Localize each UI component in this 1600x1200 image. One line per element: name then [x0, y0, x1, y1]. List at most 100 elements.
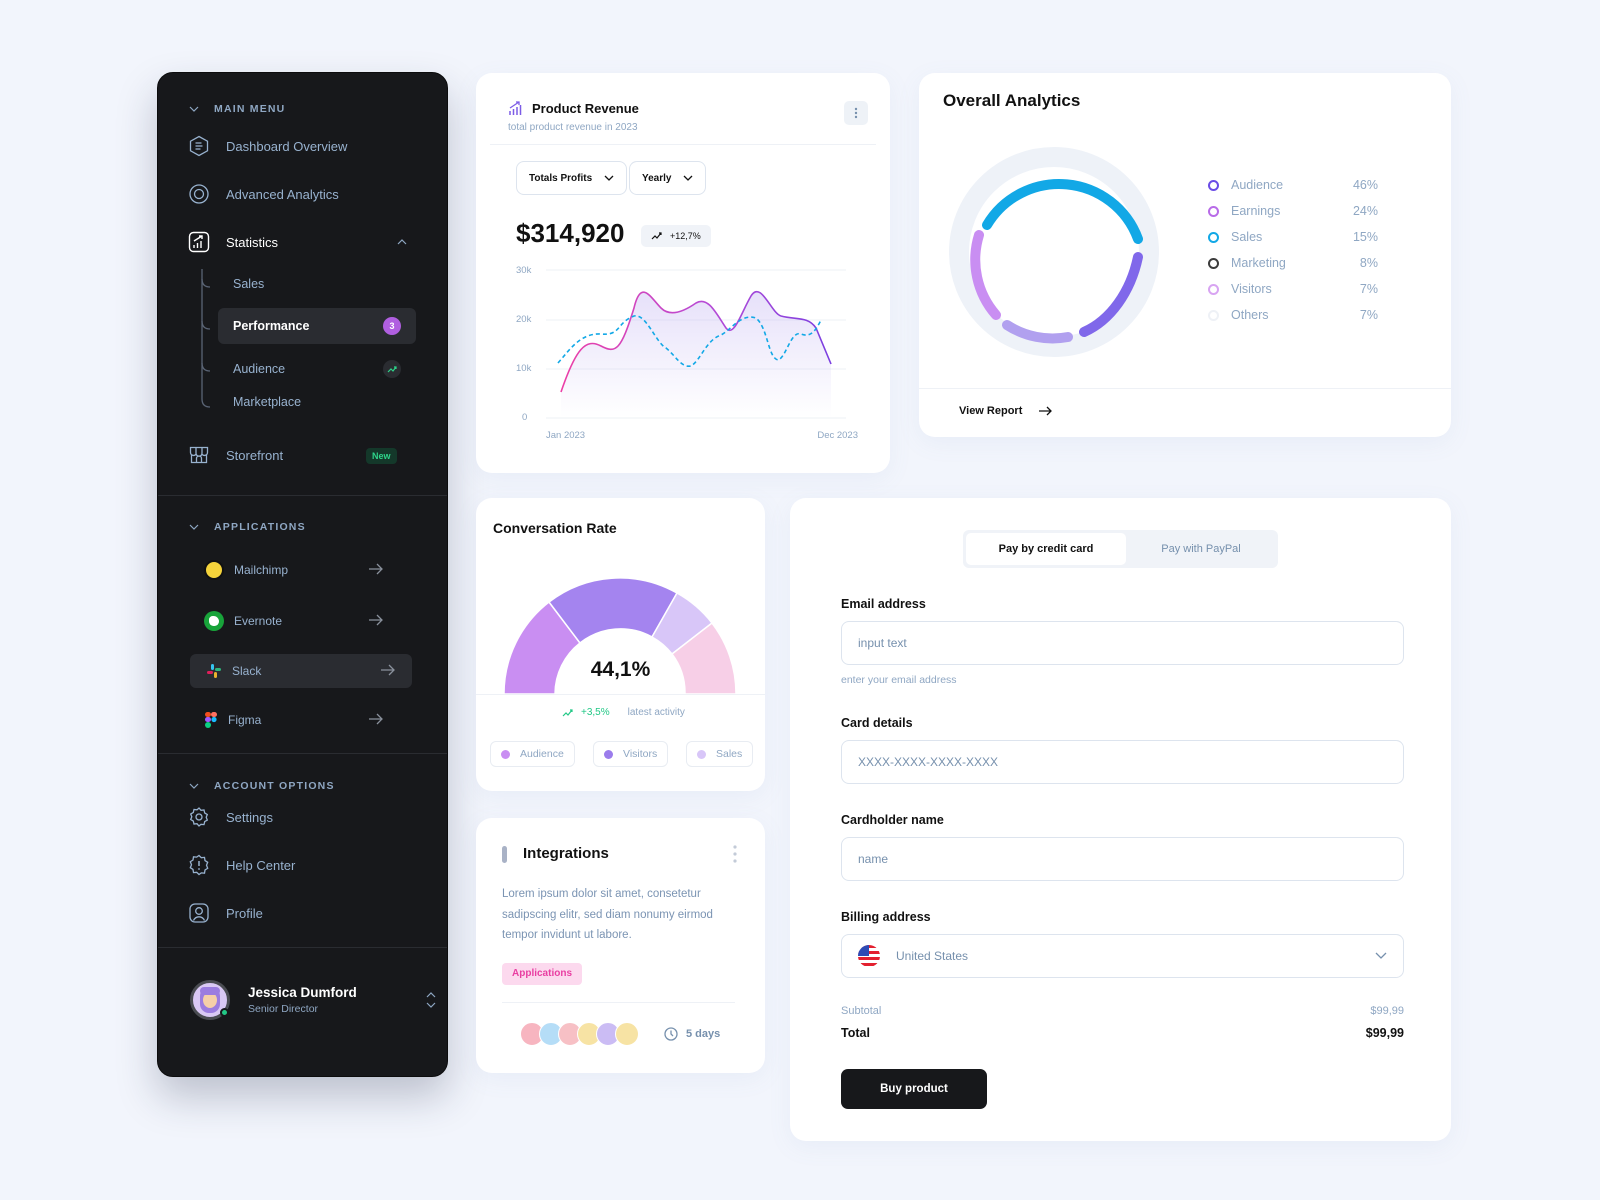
country-value: United States	[896, 949, 969, 963]
trend-up-icon	[562, 708, 573, 716]
tab-credit-card[interactable]: Pay by credit card	[966, 533, 1126, 565]
conversation-value: 44,1%	[590, 658, 651, 681]
divider	[476, 694, 765, 695]
nav-label: Settings	[226, 809, 273, 825]
kebab-menu-icon[interactable]	[733, 845, 737, 863]
chevron-down-icon	[604, 175, 614, 181]
dropdown-value: Totals Profits	[529, 172, 593, 184]
analytics-ring-chart	[949, 147, 1159, 357]
more-options-button[interactable]	[844, 101, 868, 125]
legend-label: Sales	[1231, 230, 1263, 244]
email-field[interactable]: input text	[841, 621, 1404, 665]
nav-label: Advanced Analytics	[226, 186, 339, 202]
chip-visitors[interactable]: Visitors	[593, 741, 669, 767]
online-status-dot	[220, 1008, 229, 1017]
nav-settings[interactable]: Settings	[188, 806, 428, 828]
dot-icon	[697, 749, 706, 759]
y-tick: 20k	[516, 314, 532, 325]
change-label: latest activity	[627, 707, 685, 718]
nav-help-center[interactable]: Help Center	[188, 854, 428, 876]
applications-header[interactable]: APPLICATIONS	[188, 521, 306, 533]
legend-pct: 46%	[1352, 178, 1378, 192]
total-label: Total	[841, 1026, 870, 1040]
divider	[158, 753, 447, 754]
legend-label: Audience	[1231, 178, 1284, 192]
document-hexagon-icon	[189, 135, 209, 157]
view-report-label: View Report	[959, 405, 1023, 417]
sub-nav-sales[interactable]: Sales	[233, 277, 265, 291]
account-options-header[interactable]: ACCOUNT OPTIONS	[188, 780, 335, 792]
card-number-field[interactable]: XXXX-XXXX-XXXX-XXXX	[841, 740, 1404, 784]
nav-label: Dashboard Overview	[226, 138, 348, 154]
revenue-amount: $314,920	[516, 218, 625, 248]
divider	[158, 495, 447, 496]
nav-profile[interactable]: Profile	[188, 902, 428, 924]
card-label: Card details	[841, 716, 913, 730]
legend-circle-icon	[1208, 309, 1219, 321]
card-title: Product Revenue	[532, 101, 639, 116]
divider	[490, 144, 876, 145]
app-figma[interactable]: Figma	[190, 703, 400, 737]
chevron-up-icon[interactable]	[396, 236, 408, 248]
growth-chart-icon	[509, 101, 522, 115]
legend-circle-icon	[1208, 231, 1219, 243]
sub-nav-marketplace[interactable]: Marketplace	[233, 395, 302, 409]
view-report-link[interactable]: View Report	[959, 405, 1053, 417]
legend-label: Marketing	[1231, 256, 1286, 270]
app-mailchimp[interactable]: Mailchimp	[190, 553, 400, 587]
chevron-down-icon	[684, 175, 693, 181]
subtotal-label: Subtotal	[841, 1005, 882, 1017]
chip-sales[interactable]: Sales	[686, 741, 754, 767]
app-label: Figma	[228, 713, 262, 727]
payment-card: Pay by credit card Pay with PayPal	[790, 498, 1451, 1141]
duration-value: 5 days	[686, 1028, 721, 1040]
country-select[interactable]: United States	[841, 934, 1404, 978]
nav-advanced-analytics[interactable]: Advanced Analytics	[188, 183, 428, 205]
user-profile-row[interactable]: Jessica Dumford Senior Director	[190, 980, 437, 1020]
member-avatars[interactable]	[520, 1022, 639, 1046]
app-evernote[interactable]: Evernote	[190, 604, 400, 638]
metric-dropdown[interactable]: Totals Profits	[516, 161, 628, 195]
chevron-up-down-icon[interactable]	[425, 989, 437, 1011]
section-title: APPLICATIONS	[214, 521, 306, 533]
nav-storefront[interactable]: Storefront	[188, 444, 428, 466]
divider	[158, 947, 447, 948]
total-value: $99,99	[1365, 1026, 1404, 1040]
evernote-icon	[204, 611, 224, 631]
duration: 5 days	[664, 1027, 720, 1041]
legend-label: Visitors	[1231, 282, 1272, 296]
app-label: Mailchimp	[234, 563, 289, 577]
change-value: +12,7%	[670, 231, 701, 241]
app-slack[interactable]: Slack	[190, 654, 412, 688]
legend-earnings: Earnings 24%	[1208, 204, 1378, 218]
name-placeholder: name	[858, 852, 889, 866]
trend-up-icon	[651, 232, 662, 240]
product-revenue-card: Product Revenue total product revenue in…	[476, 73, 890, 473]
nav-statistics[interactable]: Statistics	[188, 231, 428, 253]
chevron-down-icon	[189, 783, 199, 789]
payment-method-tabs: Pay by credit card Pay with PayPal	[963, 530, 1278, 568]
y-tick: 0	[522, 412, 528, 423]
subtotal-value: $99,99	[1370, 1005, 1404, 1017]
dropdown-value: Yearly	[642, 172, 672, 184]
user-icon	[189, 903, 209, 923]
tab-paypal[interactable]: Pay with PayPal	[1161, 543, 1241, 555]
arrow-right-icon	[369, 713, 383, 725]
nav-dashboard-overview[interactable]: Dashboard Overview	[188, 135, 428, 157]
cardholder-name-field[interactable]: name	[841, 837, 1404, 881]
chip-audience[interactable]: Audience	[490, 741, 575, 767]
legend-pct: 7%	[1359, 308, 1378, 322]
slack-icon	[207, 664, 221, 678]
legend-pct: 15%	[1352, 230, 1378, 244]
x-axis-start: Jan 2023	[546, 430, 586, 441]
dot-icon	[501, 749, 510, 759]
legend-audience: Audience 46%	[1208, 178, 1378, 192]
sub-nav-audience[interactable]: Audience	[233, 362, 286, 376]
buy-product-button[interactable]: Buy product	[841, 1069, 987, 1109]
mailchimp-icon	[204, 560, 224, 580]
category-tag[interactable]: Applications	[502, 963, 583, 985]
trend-up-icon	[383, 360, 401, 378]
period-dropdown[interactable]: Yearly	[629, 161, 707, 195]
y-tick: 30k	[516, 265, 532, 276]
main-menu-header[interactable]: MAIN MENU	[188, 103, 285, 115]
